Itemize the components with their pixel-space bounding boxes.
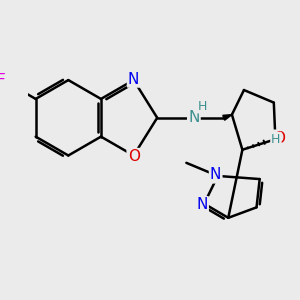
Text: F: F — [0, 73, 5, 88]
Text: H: H — [271, 133, 280, 146]
Text: N: N — [210, 167, 221, 182]
Text: O: O — [273, 131, 285, 146]
Text: O: O — [128, 149, 140, 164]
Text: N: N — [188, 110, 200, 125]
Text: N: N — [128, 71, 139, 86]
Polygon shape — [223, 115, 232, 120]
Text: N: N — [196, 197, 208, 212]
Text: H: H — [198, 100, 207, 113]
